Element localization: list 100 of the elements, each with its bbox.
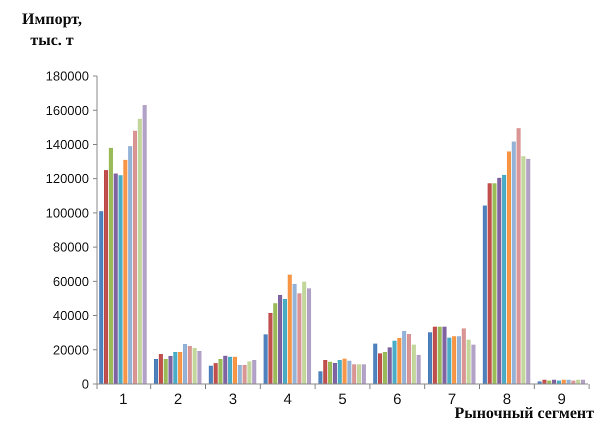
bar xyxy=(268,312,273,384)
bar xyxy=(306,288,312,384)
bar xyxy=(297,293,302,384)
bar xyxy=(208,366,213,384)
bar xyxy=(497,178,502,384)
bar xyxy=(218,359,223,384)
x-tick-label: 9 xyxy=(558,391,566,408)
y-tick-label: 120000 xyxy=(46,171,89,186)
bar xyxy=(416,354,421,384)
bar xyxy=(432,326,437,384)
bar xyxy=(466,340,471,384)
bar xyxy=(292,284,297,384)
x-tick-label: 7 xyxy=(448,391,456,408)
y-tick-label: 180000 xyxy=(46,68,89,84)
x-tick-label: 4 xyxy=(284,391,292,408)
bar xyxy=(154,359,158,384)
bar xyxy=(173,352,178,384)
bar xyxy=(142,105,147,384)
bar xyxy=(342,358,347,384)
bar xyxy=(347,360,352,384)
bar xyxy=(576,380,580,384)
bar xyxy=(138,118,142,384)
bar xyxy=(392,340,397,384)
bar xyxy=(328,362,332,384)
bar xyxy=(378,353,382,384)
bar xyxy=(442,326,447,384)
x-axis-title: Рыночный сегмент xyxy=(454,405,594,422)
bar xyxy=(228,356,232,384)
bar xyxy=(447,338,452,384)
bar xyxy=(552,380,556,384)
bar xyxy=(99,211,104,384)
bar xyxy=(506,151,511,384)
y-tick-label: 80000 xyxy=(52,240,89,255)
y-tick-label: 140000 xyxy=(46,136,89,152)
bar xyxy=(188,346,192,384)
bar xyxy=(238,365,242,384)
bar xyxy=(164,359,168,384)
x-tick-label: 6 xyxy=(393,391,402,408)
bar xyxy=(273,303,278,384)
bar xyxy=(288,274,292,384)
bar xyxy=(192,348,197,384)
bar xyxy=(118,175,123,384)
bar xyxy=(516,128,521,384)
bar xyxy=(452,336,456,384)
bar xyxy=(471,344,476,384)
x-tick-label: 8 xyxy=(502,391,512,408)
bar xyxy=(502,174,506,384)
bar xyxy=(242,365,247,384)
bar xyxy=(580,380,586,384)
bar xyxy=(128,146,132,384)
bar xyxy=(406,334,412,384)
bar xyxy=(123,160,128,384)
bar xyxy=(402,330,406,384)
bar xyxy=(158,354,163,384)
bar xyxy=(282,298,287,384)
bar xyxy=(223,356,228,384)
x-tick-label: 5 xyxy=(338,391,347,408)
y-tick-label: 60000 xyxy=(52,274,89,289)
y-tick-label: 0 xyxy=(82,376,89,392)
bar xyxy=(278,295,282,384)
bar xyxy=(428,332,432,384)
bar xyxy=(264,334,268,384)
bar xyxy=(362,364,366,384)
bar xyxy=(356,364,362,384)
x-tick-label: 1 xyxy=(119,391,128,408)
bar xyxy=(492,183,497,384)
bar xyxy=(178,352,182,384)
bar xyxy=(182,344,188,384)
bar xyxy=(302,282,306,384)
bar xyxy=(412,344,416,384)
bar xyxy=(482,206,487,384)
bar xyxy=(332,362,337,384)
bar xyxy=(108,148,113,384)
bar xyxy=(462,328,466,384)
bar xyxy=(566,380,571,384)
bar xyxy=(323,360,328,384)
bar xyxy=(338,360,342,384)
bar xyxy=(114,174,118,384)
bar xyxy=(197,350,202,384)
x-tick-label: 3 xyxy=(228,391,238,408)
bar xyxy=(373,344,378,384)
y-tick-label: 100000 xyxy=(46,205,89,220)
bar xyxy=(232,356,237,384)
bar xyxy=(247,361,252,384)
y-tick-label: 20000 xyxy=(52,342,89,358)
bar xyxy=(168,356,173,384)
bar xyxy=(438,326,442,384)
y-tick-label: 40000 xyxy=(52,308,89,324)
y-axis-title: Импорт, тыс. т xyxy=(22,11,82,49)
bar xyxy=(104,170,108,384)
y-tick-label: 160000 xyxy=(46,102,89,118)
bar xyxy=(318,371,322,384)
bar xyxy=(547,380,552,384)
bar xyxy=(542,380,547,384)
bar xyxy=(397,338,402,384)
bar xyxy=(456,336,462,384)
bar xyxy=(352,364,356,384)
bar xyxy=(521,156,526,384)
bar xyxy=(382,352,387,384)
x-tick-label: 2 xyxy=(174,391,182,408)
